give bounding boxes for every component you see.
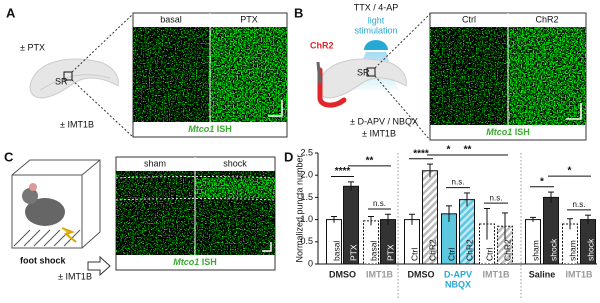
mouse-body <box>25 198 65 226</box>
bar-label: Ctrl <box>446 248 456 261</box>
bar-label: Ctrl <box>409 248 419 261</box>
blocker-label: ± D-APV / NBQX <box>350 116 418 126</box>
image-caption: Mtco1 ISH <box>173 257 217 267</box>
significance-label: * <box>447 145 451 156</box>
scale-bar <box>566 103 582 120</box>
inhibitor-label: ± IMT1B <box>362 128 396 138</box>
image-header: ChR2 <box>535 14 558 24</box>
virus-label: ChR2 <box>310 40 334 50</box>
bar-label: basal <box>331 241 341 261</box>
panel-letter: C <box>4 149 14 164</box>
inhibitor-label: ± IMT1B <box>60 119 94 129</box>
bar-label: shock <box>585 238 595 261</box>
light-label: stimulation <box>354 25 397 35</box>
shock-bolt <box>61 227 77 243</box>
y-tick-label: 0.5 <box>300 236 313 246</box>
image-header: shock <box>223 158 247 168</box>
scale-bar <box>262 242 272 252</box>
inhibitor-label: ± IMT1B <box>58 271 92 281</box>
significance-label: n.s. <box>373 199 386 208</box>
group-label: Saline <box>529 269 556 279</box>
layer-boundary <box>115 176 276 201</box>
mouse-ear <box>29 183 37 191</box>
group-label: DMSO <box>408 269 435 279</box>
significance-label: ** <box>366 156 374 167</box>
bar-label: PTX <box>385 244 395 261</box>
group-label: IMT1B <box>566 269 594 279</box>
stimulus-label: foot shock <box>20 255 66 265</box>
group-label: NBQX <box>445 279 471 289</box>
hippocampus <box>29 58 119 99</box>
bar-label: Ctrl <box>484 248 494 261</box>
lamp <box>364 40 388 50</box>
drug-label: TTX / 4-AP <box>354 2 399 12</box>
hippocampus-layer <box>39 74 111 91</box>
mouse-head <box>22 188 38 204</box>
treatment-label: ± PTX <box>20 42 45 52</box>
significance-label: **** <box>413 148 429 159</box>
image-header: Ctrl <box>462 14 476 24</box>
region-label: SR <box>357 67 370 77</box>
y-tick-label: 2.5 <box>300 147 313 157</box>
group-label: DMSO <box>329 269 356 279</box>
panel-letter: B <box>294 5 303 20</box>
significance-label: ** <box>464 145 472 156</box>
y-tick-label: 0 <box>308 258 313 268</box>
significance-label: **** <box>335 166 351 177</box>
bar-label: ChR2 <box>427 239 437 261</box>
bar-label: sham <box>567 240 577 261</box>
micrograph <box>430 27 508 125</box>
group-label: D-APV <box>444 269 472 279</box>
panel-letter: A <box>6 5 16 20</box>
zoom-line <box>374 13 431 69</box>
image-header: basal <box>160 14 182 24</box>
micrograph <box>116 171 195 255</box>
significance-label: n.s. <box>452 178 465 187</box>
chr2-expression <box>317 67 347 108</box>
bar-label: ChR2 <box>502 239 512 261</box>
y-tick-label: 2.0 <box>300 170 313 180</box>
region-box <box>63 71 73 81</box>
image-caption: Mtco1 ISH <box>486 127 530 137</box>
image-header: sham <box>144 158 166 168</box>
significance-label: n.s. <box>490 193 503 202</box>
bar-label: shock <box>548 238 558 261</box>
group-label: IMT1B <box>366 269 394 279</box>
significance-label: * <box>568 166 572 177</box>
micrograph <box>133 27 210 122</box>
syringe <box>316 61 322 85</box>
bar-label: ChR2 <box>464 239 474 261</box>
zoom-line <box>71 79 134 138</box>
micrograph-layer <box>195 178 275 198</box>
scale-bar <box>268 100 283 117</box>
arrow <box>87 255 111 277</box>
group-label: IMT1B <box>483 269 511 279</box>
grid-floor <box>13 229 81 247</box>
panel-letter: D <box>284 149 293 164</box>
y-tick-label: 1.5 <box>300 192 313 202</box>
region-box <box>366 67 376 77</box>
bar-label: PTX <box>348 244 358 261</box>
image-caption: Mtco1 ISH <box>188 124 232 134</box>
significance-label: * <box>540 176 544 187</box>
image-header: PTX <box>240 14 258 24</box>
micrograph <box>210 27 287 122</box>
y-tick-label: 1.0 <box>300 214 313 224</box>
region-label: SR <box>55 76 68 86</box>
y-axis-label: Normalized puncta number <box>294 154 304 262</box>
bar-label: basal <box>368 241 378 261</box>
bar-label: sham <box>530 240 540 261</box>
significance-label: n.s. <box>573 200 586 209</box>
micrograph <box>508 27 586 125</box>
cage <box>11 159 101 249</box>
hippocampus <box>317 58 407 99</box>
light-label: light <box>368 15 385 25</box>
